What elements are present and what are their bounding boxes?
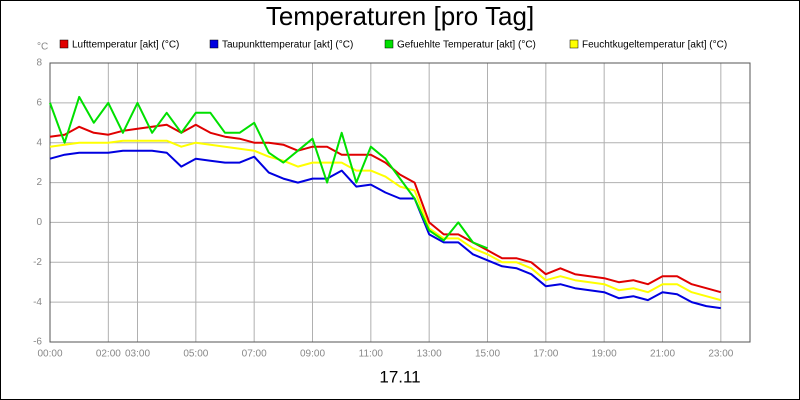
legend-swatch bbox=[209, 39, 219, 49]
y-tick-label: 8 bbox=[36, 58, 42, 69]
y-unit: °C bbox=[37, 42, 48, 53]
y-tick-label: -6 bbox=[33, 337, 42, 348]
x-tick-label: 13:00 bbox=[417, 349, 442, 360]
x-tick-label: 21:00 bbox=[650, 349, 675, 360]
x-tick-label: 00:00 bbox=[37, 349, 62, 360]
legend-swatch bbox=[569, 39, 579, 49]
series-line bbox=[49, 149, 721, 310]
x-axis-label: 17.11 bbox=[379, 367, 420, 386]
x-tick-label: 23:00 bbox=[708, 349, 733, 360]
x-tick-label: 05:00 bbox=[183, 349, 208, 360]
y-tick-label: 2 bbox=[36, 177, 42, 188]
series-line bbox=[49, 139, 722, 302]
series-line bbox=[49, 95, 488, 250]
legend-swatch bbox=[59, 39, 69, 49]
x-tick-label: 19:00 bbox=[592, 349, 617, 360]
y-tick-label: 0 bbox=[36, 217, 42, 228]
x-tick-label: 17:00 bbox=[533, 349, 558, 360]
x-tick-label: 09:00 bbox=[300, 349, 325, 360]
x-tick-label: 07:00 bbox=[242, 349, 267, 360]
x-tick-label: 11:00 bbox=[359, 349, 384, 360]
y-tick-label: 6 bbox=[36, 97, 42, 108]
y-tick-label: 4 bbox=[36, 137, 42, 148]
y-tick-label: -4 bbox=[33, 297, 42, 308]
legend-label: Lufttemperatur [akt] (°C) bbox=[72, 40, 179, 51]
chart-title: Temperaturen [pro Tag] bbox=[266, 1, 534, 31]
plot-frame bbox=[49, 62, 751, 343]
legend-label: Taupunkttemperatur [akt] (°C) bbox=[222, 40, 353, 51]
series-line bbox=[49, 123, 722, 294]
x-tick-label: 15:00 bbox=[475, 349, 500, 360]
legend-label: Feuchtkugeltemperatur [akt] (°C) bbox=[582, 40, 727, 51]
y-tick-label: -2 bbox=[33, 257, 42, 268]
legend-label: Gefuehlte Temperatur [akt] (°C) bbox=[397, 40, 536, 51]
legend-swatch bbox=[384, 39, 394, 49]
x-tick-label: 03:00 bbox=[125, 349, 150, 360]
x-tick-label: 02:00 bbox=[96, 349, 121, 360]
